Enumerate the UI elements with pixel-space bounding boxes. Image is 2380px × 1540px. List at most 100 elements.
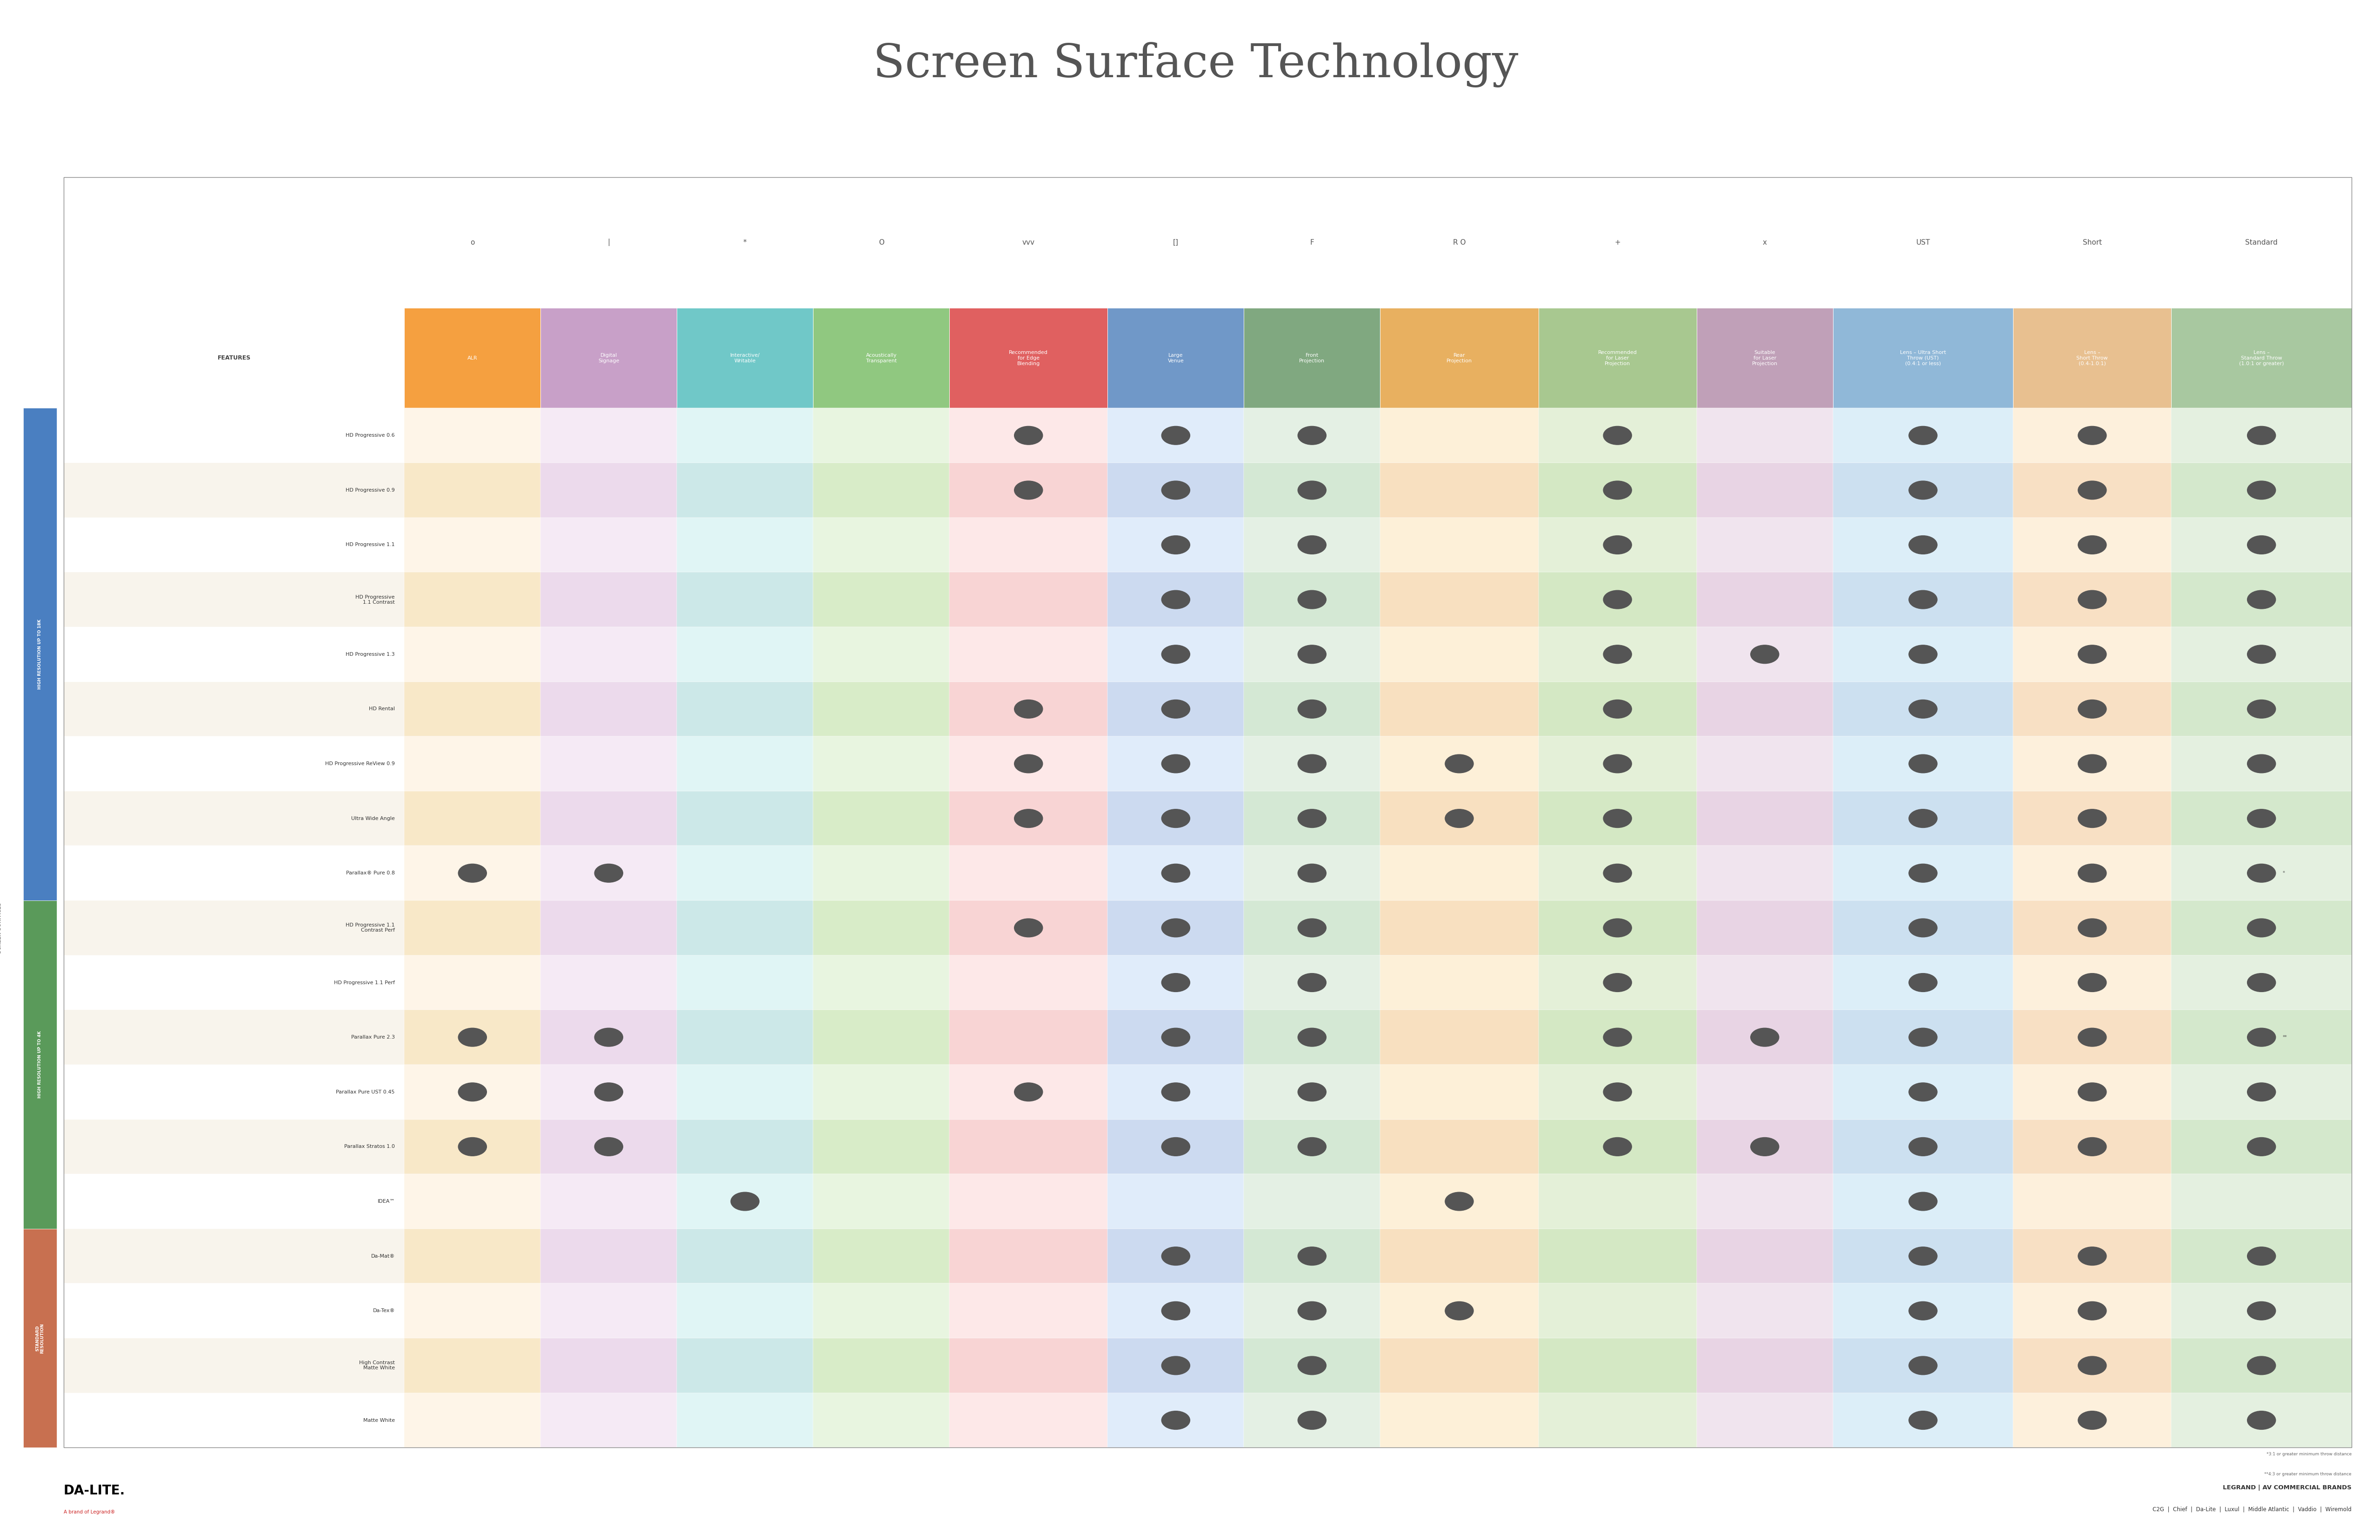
Bar	[1107, 1173, 1245, 1229]
Bar	[1107, 573, 1245, 627]
Bar	[2171, 1229, 2351, 1283]
Bar	[2013, 517, 2171, 573]
Circle shape	[1909, 645, 1937, 664]
Circle shape	[1909, 1411, 1937, 1429]
Bar	[540, 627, 676, 682]
Bar	[950, 1173, 1107, 1229]
Bar	[1833, 1064, 2013, 1120]
Circle shape	[1161, 699, 1190, 718]
Circle shape	[1014, 808, 1042, 827]
Bar	[405, 517, 540, 573]
Circle shape	[1161, 1083, 1190, 1101]
Circle shape	[1752, 1029, 1778, 1047]
Bar	[814, 308, 950, 408]
Bar	[1380, 1392, 1537, 1448]
Bar	[950, 736, 1107, 792]
Circle shape	[1909, 808, 1937, 827]
Circle shape	[1297, 1029, 1326, 1047]
Bar	[676, 573, 814, 627]
Bar	[950, 1283, 1107, 1338]
Bar	[1833, 792, 2013, 845]
Circle shape	[1604, 1138, 1633, 1157]
Bar	[405, 1120, 540, 1173]
Circle shape	[2078, 864, 2106, 882]
Bar	[950, 1392, 1107, 1448]
Text: Matte White: Matte White	[364, 1418, 395, 1423]
Bar	[405, 955, 540, 1010]
Bar	[540, 682, 676, 736]
Circle shape	[459, 864, 486, 882]
Bar	[950, 408, 1107, 464]
Bar	[1537, 1338, 1697, 1392]
Bar	[2171, 1120, 2351, 1173]
Circle shape	[1161, 1029, 1190, 1047]
Circle shape	[2247, 1247, 2275, 1266]
Circle shape	[1014, 755, 1042, 773]
Bar	[540, 736, 676, 792]
Bar	[64, 1392, 405, 1448]
Text: Recommended
for Edge
Blending: Recommended for Edge Blending	[1009, 350, 1047, 367]
Bar	[1107, 1064, 1245, 1120]
Bar	[1697, 1064, 1833, 1120]
Bar	[1833, 736, 2013, 792]
Bar	[64, 1064, 405, 1120]
Bar	[676, 308, 814, 408]
Bar	[405, 1338, 540, 1392]
Bar	[1245, 1120, 1380, 1173]
Text: Lens – Ultra Short
Throw (UST)
(0.4:1 or less): Lens – Ultra Short Throw (UST) (0.4:1 or…	[1899, 350, 1947, 367]
Bar	[2013, 1173, 2171, 1229]
Bar	[950, 1338, 1107, 1392]
Bar	[64, 736, 405, 792]
Text: Rear
Projection: Rear Projection	[1447, 353, 1473, 363]
Circle shape	[2078, 918, 2106, 936]
Bar	[64, 408, 405, 464]
Text: Front
Projection: Front Projection	[1299, 353, 1326, 363]
Circle shape	[2078, 1083, 2106, 1101]
Circle shape	[1604, 1083, 1633, 1101]
Bar	[1697, 1010, 1833, 1064]
Bar	[1697, 308, 1833, 408]
Bar	[2013, 1229, 2171, 1283]
Bar	[405, 1283, 540, 1338]
Bar	[1537, 517, 1697, 573]
Text: o: o	[471, 239, 474, 246]
Circle shape	[2247, 1411, 2275, 1429]
Text: HD Progressive ReView 0.9: HD Progressive ReView 0.9	[326, 761, 395, 765]
Circle shape	[1604, 808, 1633, 827]
Bar	[1833, 308, 2013, 408]
Text: STANDARD
RESOLUTION: STANDARD RESOLUTION	[36, 1323, 45, 1354]
Bar	[405, 1064, 540, 1120]
Bar	[64, 1120, 405, 1173]
Bar	[2013, 308, 2171, 408]
Bar	[1537, 955, 1697, 1010]
Circle shape	[1445, 808, 1473, 827]
Circle shape	[1161, 1138, 1190, 1157]
Bar	[64, 1283, 405, 1338]
Bar	[2171, 573, 2351, 627]
Bar	[540, 1392, 676, 1448]
Circle shape	[1909, 427, 1937, 445]
Circle shape	[1161, 755, 1190, 773]
Text: Da-Mat®: Da-Mat®	[371, 1254, 395, 1258]
Bar	[1245, 736, 1380, 792]
Bar	[950, 901, 1107, 955]
Bar	[1107, 1338, 1245, 1392]
Bar	[1107, 408, 1245, 464]
Bar	[1380, 408, 1537, 464]
Bar	[814, 1010, 950, 1064]
Bar	[814, 1338, 950, 1392]
Bar	[64, 177, 2351, 308]
Bar	[1697, 408, 1833, 464]
Text: +: +	[1614, 239, 1621, 246]
Text: Da-Tex®: Da-Tex®	[374, 1309, 395, 1314]
Circle shape	[1297, 1411, 1326, 1429]
Bar	[676, 517, 814, 573]
Bar	[405, 1173, 540, 1229]
Bar	[540, 1010, 676, 1064]
Bar	[1537, 845, 1697, 901]
Bar	[2171, 736, 2351, 792]
Bar	[64, 1173, 405, 1229]
Text: Short: Short	[2082, 239, 2102, 246]
Bar	[1107, 901, 1245, 955]
Circle shape	[1604, 918, 1633, 936]
